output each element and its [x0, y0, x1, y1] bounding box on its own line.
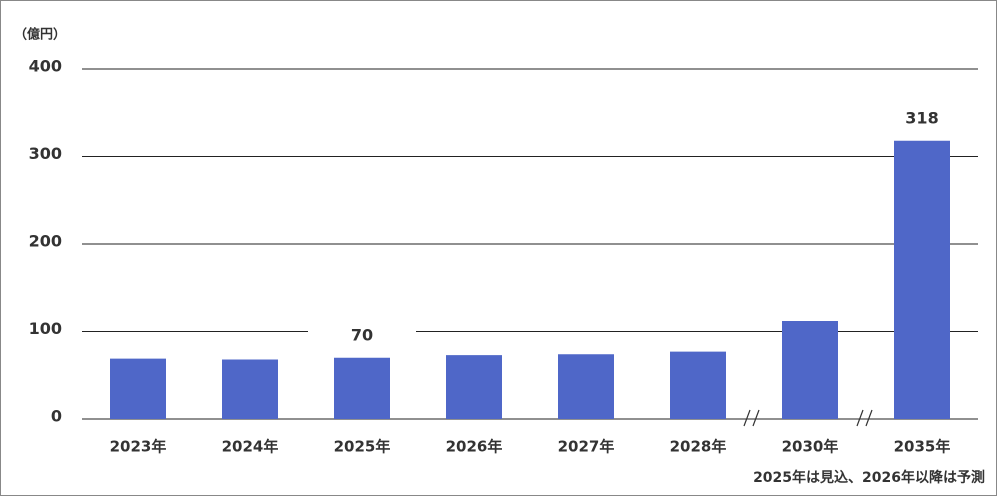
x-tick-label: 2024年: [222, 438, 279, 456]
bar: [334, 357, 390, 419]
unit-label: （億円）: [14, 27, 66, 43]
x-tick-label: 2028年: [670, 438, 727, 456]
x-tick-label: 2030年: [782, 438, 839, 456]
y-tick-label: 400: [29, 57, 62, 76]
plot-area: 0 100 200 300 400 2023年 2024年 2025年 70 2026年 2027年…: [29, 57, 978, 456]
axis-break: [743, 409, 873, 427]
x-tick-label: 2025年: [334, 438, 391, 456]
bar: [446, 355, 502, 419]
value-label: 318: [905, 108, 938, 127]
x-tick-label: 2023年: [110, 438, 167, 456]
x-tick-label: 2035年: [894, 438, 951, 456]
x-tick-label: 2026年: [446, 438, 503, 456]
value-label: 70: [351, 325, 373, 344]
bar: [670, 351, 726, 419]
note: 2025年は見込、2026年以降は予測: [753, 469, 985, 486]
bar: [110, 358, 166, 419]
y-tick-label: 300: [29, 144, 62, 163]
y-tick-label: 100: [29, 319, 62, 338]
bar: [894, 140, 950, 419]
bar: [782, 321, 838, 419]
bar: [558, 354, 614, 419]
label-background: [868, 106, 976, 131]
y-tick-label: 0: [51, 407, 62, 426]
x-tick-label: 2027年: [558, 438, 615, 456]
bar: [222, 359, 278, 419]
label-background: [308, 323, 416, 348]
y-tick-label: 200: [29, 232, 62, 251]
